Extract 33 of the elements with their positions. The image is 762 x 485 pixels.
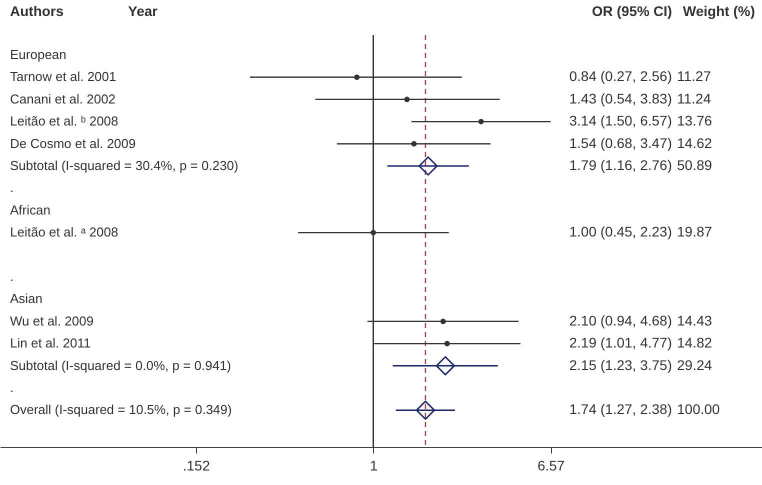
y-tick-label: .	[10, 180, 14, 196]
y-tick-label: Subtotal (I-squared = 30.4%, p = 0.230)	[10, 158, 238, 173]
text: 2.10 (0.94, 4.68) 14.43	[569, 312, 712, 328]
text: Year	[128, 3, 158, 19]
text: 2.15 (1.23, 3.75) 29.24	[569, 356, 712, 373]
text: Weight (%)	[682, 3, 755, 19]
y-tick-label: De Cosmo et al. 2009	[10, 136, 136, 151]
y-tick-label: .	[10, 380, 14, 395]
y-tick-label: Wu et al. 2009	[10, 313, 94, 328]
y-tick-label: European	[10, 47, 66, 62]
x-tick-label: 6.57	[537, 458, 565, 474]
y-tick-label: Canani et al. 2002	[10, 91, 116, 106]
text: 2.19 (1.01, 4.77) 14.82	[569, 334, 712, 351]
y-tick-label: Lin et al. 2011	[10, 336, 91, 351]
text: 3.14 (1.50, 6.57) 13.76	[569, 112, 712, 129]
y-tick-label: Tarnow et al. 2001	[10, 69, 116, 84]
text: 1.74 (1.27, 2.38) 100.00	[569, 401, 720, 418]
text: 0.84 (0.27, 2.56) 11.27	[569, 68, 711, 84]
y-tick-label: Overall (I-squared = 10.5%, p = 0.349)	[10, 402, 232, 418]
y-tick-label: African	[10, 202, 50, 218]
text: OR (95% CI)	[592, 3, 672, 19]
x-tick-label: 1	[370, 458, 378, 474]
text: 1.43 (0.54, 3.83) 11.24	[569, 90, 711, 106]
text: Authors	[10, 3, 64, 19]
y-tick-label: .	[10, 269, 14, 284]
y-tick-label: Subtotal (I-squared = 0.0%, p = 0.941)	[10, 358, 232, 373]
text: 1.54 (0.68, 3.47) 14.62	[569, 134, 712, 151]
y-tick-label: Leitão et al. ᵇ 2008	[10, 114, 118, 129]
text: 1.79 (1.16, 2.76) 50.89	[569, 157, 712, 173]
x-tick-label: .152	[182, 458, 210, 474]
y-tick-label: Leitão et al. ᵃ 2008	[10, 224, 118, 240]
text: 1.00 (0.45, 2.23) 19.87	[569, 224, 712, 240]
y-tick-label: Asian	[10, 291, 43, 306]
